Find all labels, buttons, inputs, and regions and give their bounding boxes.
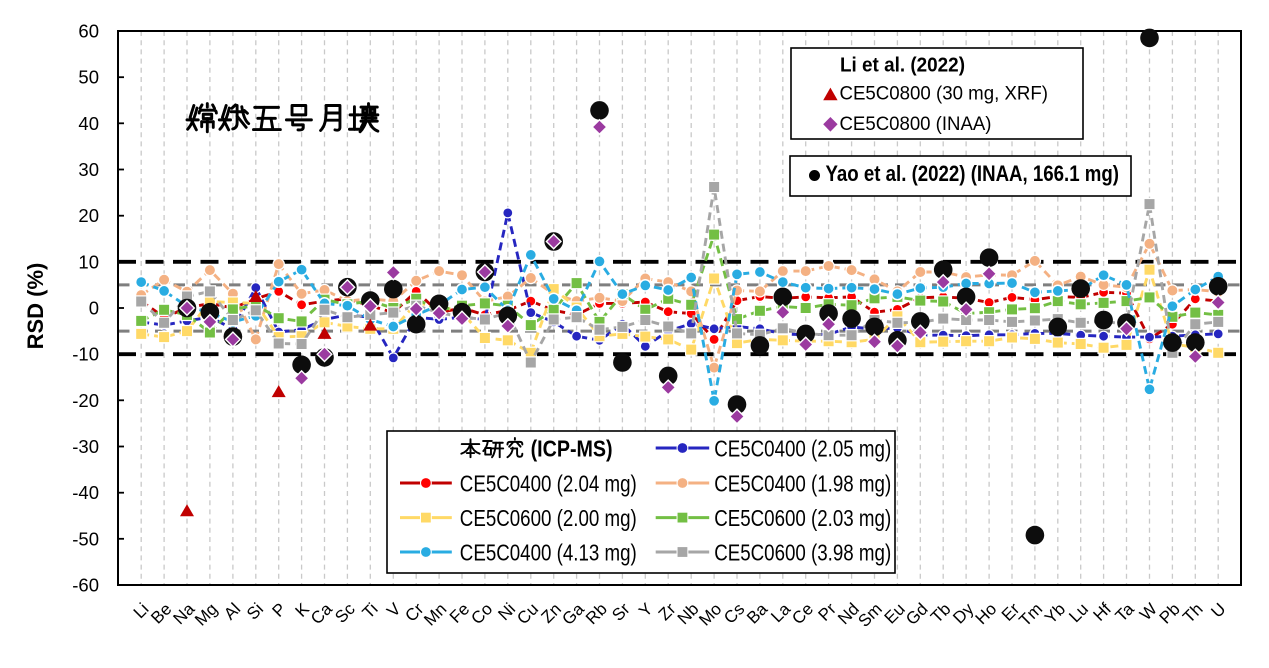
svg-text:CE5C0800 (30 mg, XRF): CE5C0800 (30 mg, XRF): [840, 82, 1049, 104]
svg-text:-20: -20: [72, 390, 99, 411]
svg-text:CE5C0600 (3.98 mg): CE5C0600 (3.98 mg): [714, 540, 891, 566]
svg-text:Li et al. (2022): Li et al. (2022): [840, 54, 965, 77]
svg-text:-60: -60: [72, 575, 99, 596]
svg-text:CE5C0400 (1.98 mg): CE5C0400 (1.98 mg): [714, 471, 891, 497]
svg-text:-10: -10: [72, 344, 99, 365]
svg-text:60: 60: [78, 21, 99, 42]
svg-text:(ICP-MS): (ICP-MS): [531, 436, 613, 462]
svg-text:RSD (%): RSD (%): [23, 263, 48, 350]
svg-text:20: 20: [78, 205, 99, 226]
svg-text:CE5C0400 (2.05 mg): CE5C0400 (2.05 mg): [714, 436, 891, 462]
svg-text:CE5C0400 (4.13 mg): CE5C0400 (4.13 mg): [460, 540, 637, 566]
svg-text:CE5C0400 (2.04 mg): CE5C0400 (2.04 mg): [460, 471, 637, 497]
svg-text:CE5C0600 (2.00 mg): CE5C0600 (2.00 mg): [460, 505, 637, 531]
svg-text:Yao et al. (2022) (INAA, 166.1: Yao et al. (2022) (INAA, 166.1 mg): [826, 161, 1120, 186]
svg-text:0: 0: [89, 298, 99, 319]
svg-text:50: 50: [78, 67, 99, 88]
svg-text:-30: -30: [72, 436, 99, 457]
svg-text:30: 30: [78, 159, 99, 180]
svg-text:CE5C0600 (2.03 mg): CE5C0600 (2.03 mg): [714, 505, 891, 531]
svg-text:-50: -50: [72, 528, 99, 549]
svg-text:40: 40: [78, 113, 99, 134]
svg-text:-40: -40: [72, 482, 99, 503]
svg-text:10: 10: [78, 251, 99, 272]
svg-text:CE5C0800 (INAA): CE5C0800 (INAA): [840, 113, 992, 135]
